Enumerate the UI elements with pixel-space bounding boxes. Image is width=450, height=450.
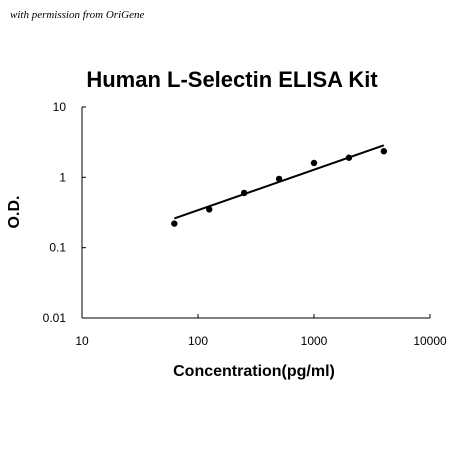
y-tick-label: 0.01 [43, 311, 67, 325]
x-axis-title: Concentration(pg/ml) [173, 363, 335, 380]
data-point [240, 189, 248, 197]
permission-note: with permission from OriGene [10, 9, 145, 21]
data-point [171, 220, 178, 227]
data-point [310, 159, 318, 167]
data-points [171, 148, 388, 227]
x-tick-label: 10000 [413, 334, 447, 348]
y-axis-title: O.D. [6, 196, 23, 229]
data-point [380, 148, 388, 155]
data-point [275, 175, 283, 183]
x-tick-label: 1000 [301, 334, 328, 348]
y-tick-label: 0.1 [49, 241, 66, 255]
y-tick-label: 1 [59, 170, 66, 184]
data-point [345, 154, 353, 161]
tick-labels: 10 100 1000 10000 0.01 0.1 1 10 [43, 100, 447, 348]
x-tick-label: 10 [75, 334, 89, 348]
axes [81, 106, 431, 319]
x-tick-label: 100 [188, 334, 208, 348]
data-point [206, 206, 213, 213]
chart-title: Human L-Selectin ELISA Kit [86, 67, 378, 92]
y-tick-label: 10 [53, 100, 67, 114]
